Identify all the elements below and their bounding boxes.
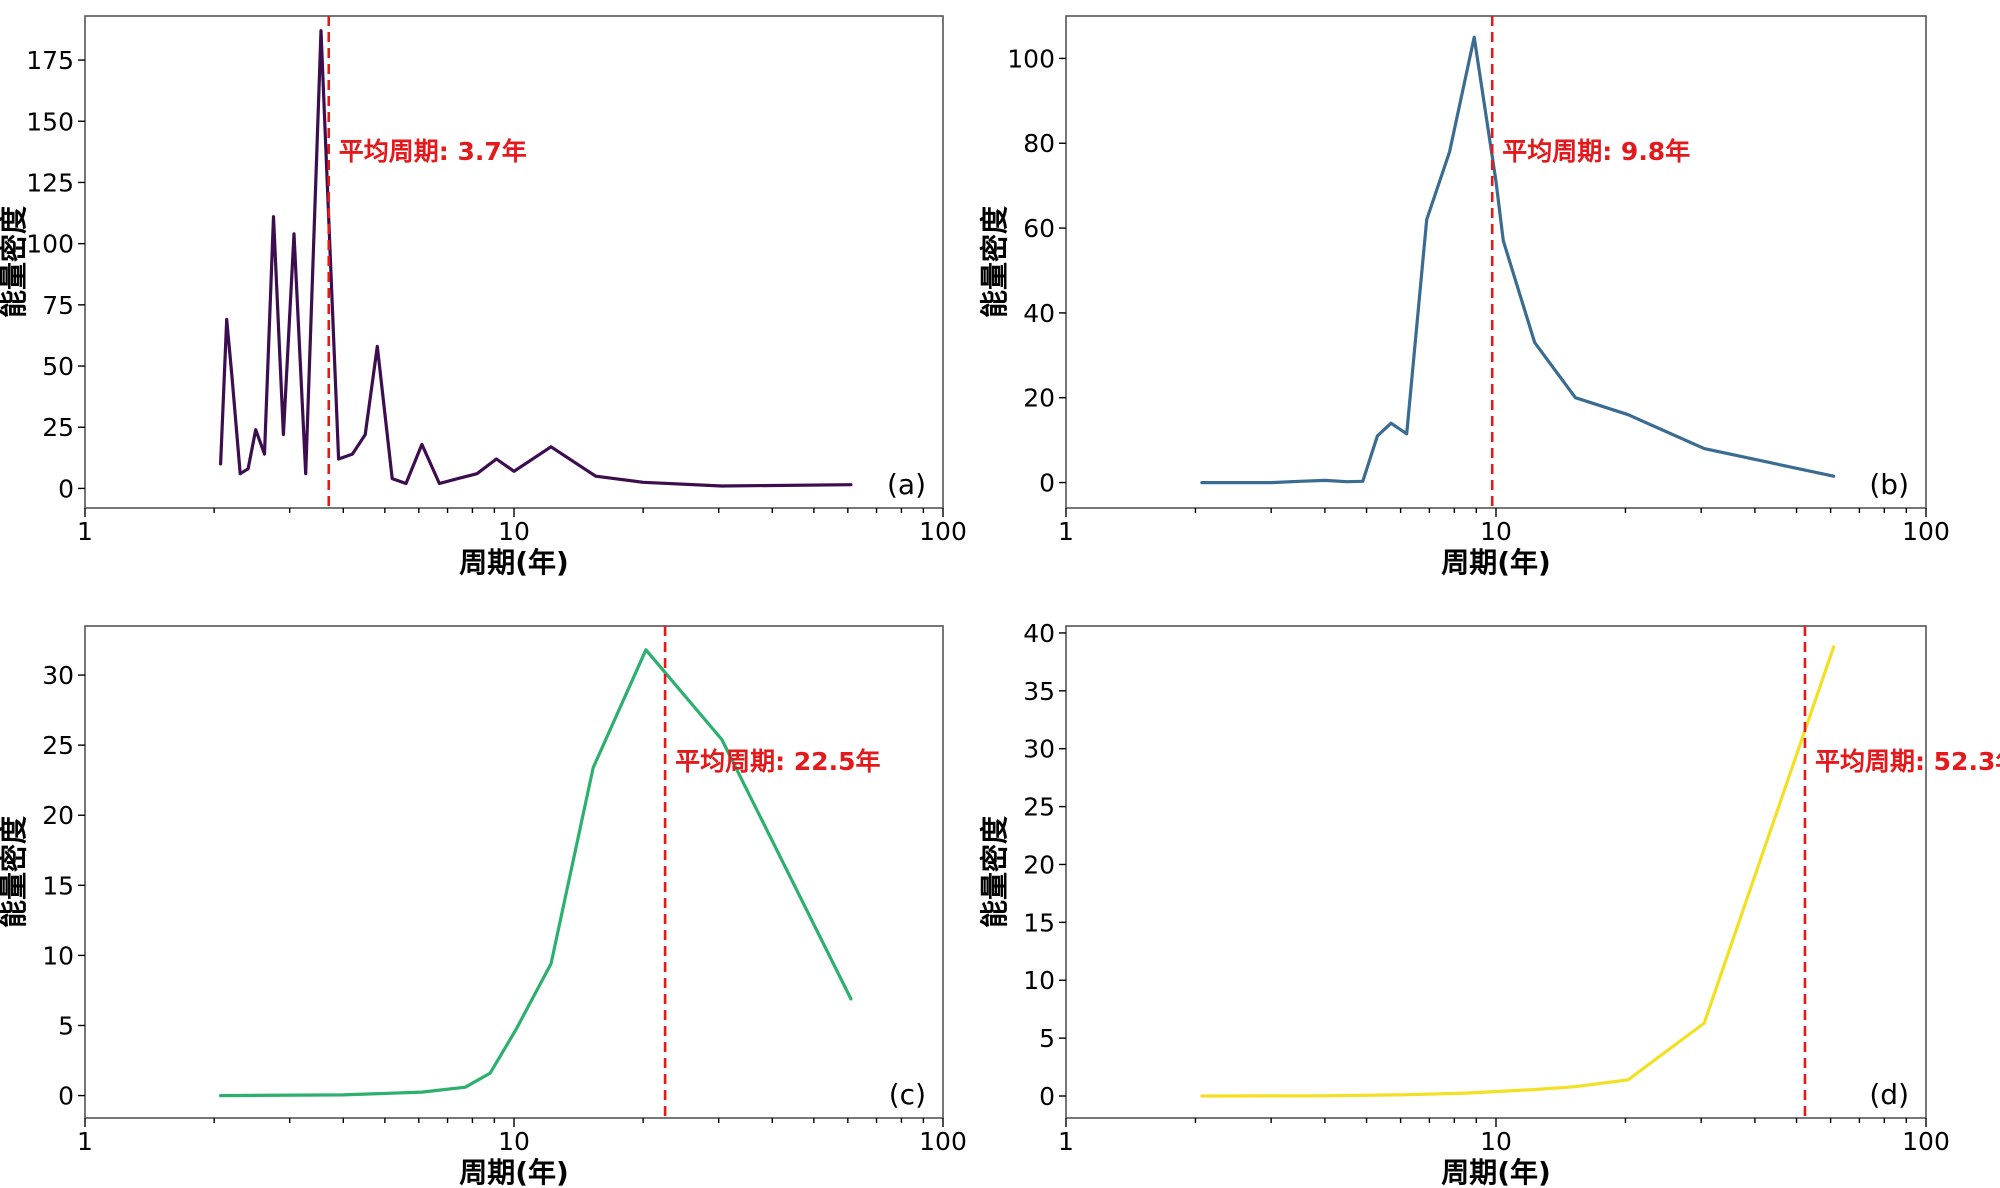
y-tick-label: 100 (1007, 44, 1055, 73)
y-tick-label: 10 (42, 941, 74, 970)
y-tick-label: 125 (26, 168, 74, 197)
x-axis-label: 周期(年) (1441, 546, 1551, 579)
y-tick-label: 40 (1023, 619, 1055, 648)
x-tick-label: 100 (1902, 1127, 1950, 1156)
y-tick-label: 25 (42, 413, 74, 442)
x-tick-label: 10 (1480, 1127, 1512, 1156)
x-tick-label: 10 (498, 517, 530, 546)
x-tick-label: 1 (1058, 517, 1074, 546)
panel-d: 0 5 10 15 20 25 30 35 40 1 10 100 周期(年) 能量密度 平均周期: 52.… (978, 619, 2000, 1188)
plot-frame (84, 15, 944, 509)
y-tick-label: 5 (58, 1011, 74, 1040)
y-tick-label: 0 (1039, 469, 1055, 498)
y-tick-label: 60 (1023, 214, 1055, 243)
y-tick-label: 35 (1023, 677, 1055, 706)
y-tick-label: 20 (42, 801, 74, 830)
panel-b: 0 20 40 60 80 100 1 10 100 周期(年) 能量密度 平均周期: 9.8年 (b) (978, 15, 1950, 579)
mean-period-label: 平均周期: 52.3年 (1815, 747, 2000, 776)
x-axis-label: 周期(年) (459, 1156, 569, 1188)
y-tick-label: 175 (26, 46, 74, 75)
y-tick-label: 30 (1023, 735, 1055, 764)
y-tick-label: 15 (42, 871, 74, 900)
x-tick-label: 10 (498, 1127, 530, 1156)
y-axis-label: 能量密度 (0, 816, 30, 928)
panel-label: (c) (889, 1078, 926, 1111)
y-tick-label: 100 (26, 230, 74, 259)
y-tick-label: 150 (26, 107, 74, 136)
y-tick-label: 5 (1039, 1024, 1055, 1053)
y-axis-label: 能量密度 (978, 206, 1011, 318)
y-tick-label: 20 (1023, 850, 1055, 879)
panel-a: 0 25 50 75 100 125 150 175 1 10 100 周期(年) 能量密度 平均周期: … (0, 15, 967, 579)
plot-frame (1065, 15, 1927, 509)
x-tick-label: 100 (919, 1127, 967, 1156)
y-tick-label: 10 (1023, 966, 1055, 995)
y-tick-label: 0 (1039, 1082, 1055, 1111)
y-axis-label: 能量密度 (0, 206, 30, 318)
y-tick-label: 25 (1023, 793, 1055, 822)
series-line (1200, 645, 1836, 1098)
y-tick-label: 0 (58, 1082, 74, 1111)
y-tick-label: 40 (1023, 299, 1055, 328)
panel-c: 0 5 10 15 20 25 30 1 10 100 周期(年) 能量密度 平均周期: 22.5年 (c… (0, 625, 967, 1188)
x-tick-label: 1 (1058, 1127, 1074, 1156)
plot-frame (84, 625, 944, 1119)
y-tick-label: 25 (42, 731, 74, 760)
series-line (1200, 35, 1836, 485)
panel-label: (b) (1869, 468, 1909, 501)
mean-period-label: 平均周期: 9.8年 (1502, 137, 1690, 166)
y-tick-label: 50 (42, 352, 74, 381)
panel-label: (d) (1869, 1078, 1909, 1111)
y-tick-label: 0 (58, 474, 74, 503)
y-tick-label: 30 (42, 661, 74, 690)
x-tick-label: 1 (77, 1127, 93, 1156)
mean-period-label: 平均周期: 3.7年 (339, 137, 527, 166)
x-axis-label: 周期(年) (1441, 1156, 1551, 1188)
y-tick-label: 75 (42, 291, 74, 320)
y-axis-label: 能量密度 (978, 816, 1011, 928)
y-tick-label: 20 (1023, 384, 1055, 413)
x-tick-label: 10 (1480, 517, 1512, 546)
x-tick-label: 1 (77, 517, 93, 546)
plot-frame (1065, 625, 1927, 1119)
series-line (219, 648, 853, 1098)
series-line (219, 29, 853, 488)
mean-period-label: 平均周期: 22.5年 (675, 747, 880, 776)
y-tick-label: 15 (1023, 908, 1055, 937)
x-tick-label: 100 (919, 517, 967, 546)
panel-label: (a) (887, 468, 926, 501)
x-axis-label: 周期(年) (459, 546, 569, 579)
y-tick-label: 80 (1023, 129, 1055, 158)
x-tick-label: 100 (1902, 517, 1950, 546)
